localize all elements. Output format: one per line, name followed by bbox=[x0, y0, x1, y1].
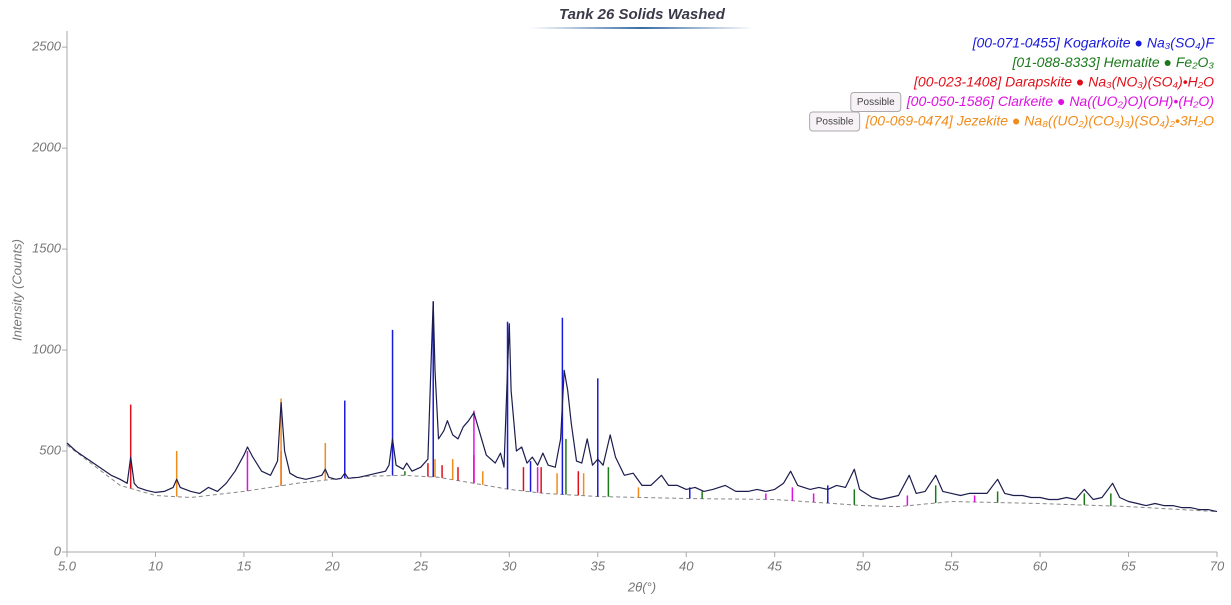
chart-title: Tank 26 Solids Washed bbox=[559, 6, 726, 23]
legend-entry: [00-050-1586] Clarkeite ● Na((UO₂)O)(OH)… bbox=[906, 93, 1214, 109]
x-tick-label: 20 bbox=[324, 558, 340, 573]
x-tick-label: 15 bbox=[237, 558, 252, 573]
y-tick-label: 500 bbox=[39, 442, 61, 457]
pattern-line bbox=[66, 301, 1218, 513]
y-tick-label: 0 bbox=[54, 543, 62, 558]
y-tick-label: 2500 bbox=[31, 39, 62, 54]
badge bbox=[809, 111, 861, 132]
x-tick-label: 55 bbox=[944, 558, 959, 573]
background-curve bbox=[66, 444, 1218, 513]
legend-entry: [00-071-0455] Kogarkoite ● Na₃(SO₄)F bbox=[972, 35, 1216, 51]
badge-label: Possible bbox=[816, 117, 854, 128]
x-tick-label: 5.0 bbox=[58, 558, 77, 573]
legend-entry: [00-069-0474] Jezekite ● Na₈((UO₂)(CO₃)₃… bbox=[865, 113, 1214, 129]
legend-entry: [01-088-8333] Hematite ● Fe₂O₃ bbox=[1012, 54, 1215, 70]
x-tick-label: 45 bbox=[767, 558, 782, 573]
title-underline bbox=[530, 27, 754, 29]
legend-entry: [00-023-1408] Darapskite ● Na₃(NO₃)(SO₄)… bbox=[913, 74, 1214, 90]
y-tick-label: 2000 bbox=[31, 140, 62, 155]
x-tick-label: 60 bbox=[1033, 558, 1048, 573]
x-tick-label: 40 bbox=[679, 558, 694, 573]
y-tick-label: 1500 bbox=[32, 241, 62, 256]
badge-label: Possible bbox=[857, 97, 895, 108]
x-tick-label: 50 bbox=[856, 558, 871, 573]
x-tick-label: 70 bbox=[1210, 558, 1225, 573]
x-tick-label: 10 bbox=[148, 558, 163, 573]
badge bbox=[850, 92, 902, 112]
x-axis-label: 2θ(°) bbox=[627, 579, 656, 594]
x-tick-label: 65 bbox=[1121, 558, 1136, 573]
y-axis-label: Intensity (Counts) bbox=[9, 239, 24, 341]
x-tick-label: 35 bbox=[591, 558, 606, 573]
y-tick-label: 1000 bbox=[32, 341, 62, 356]
x-tick-label: 30 bbox=[502, 558, 517, 573]
x-tick-label: 25 bbox=[413, 558, 429, 573]
